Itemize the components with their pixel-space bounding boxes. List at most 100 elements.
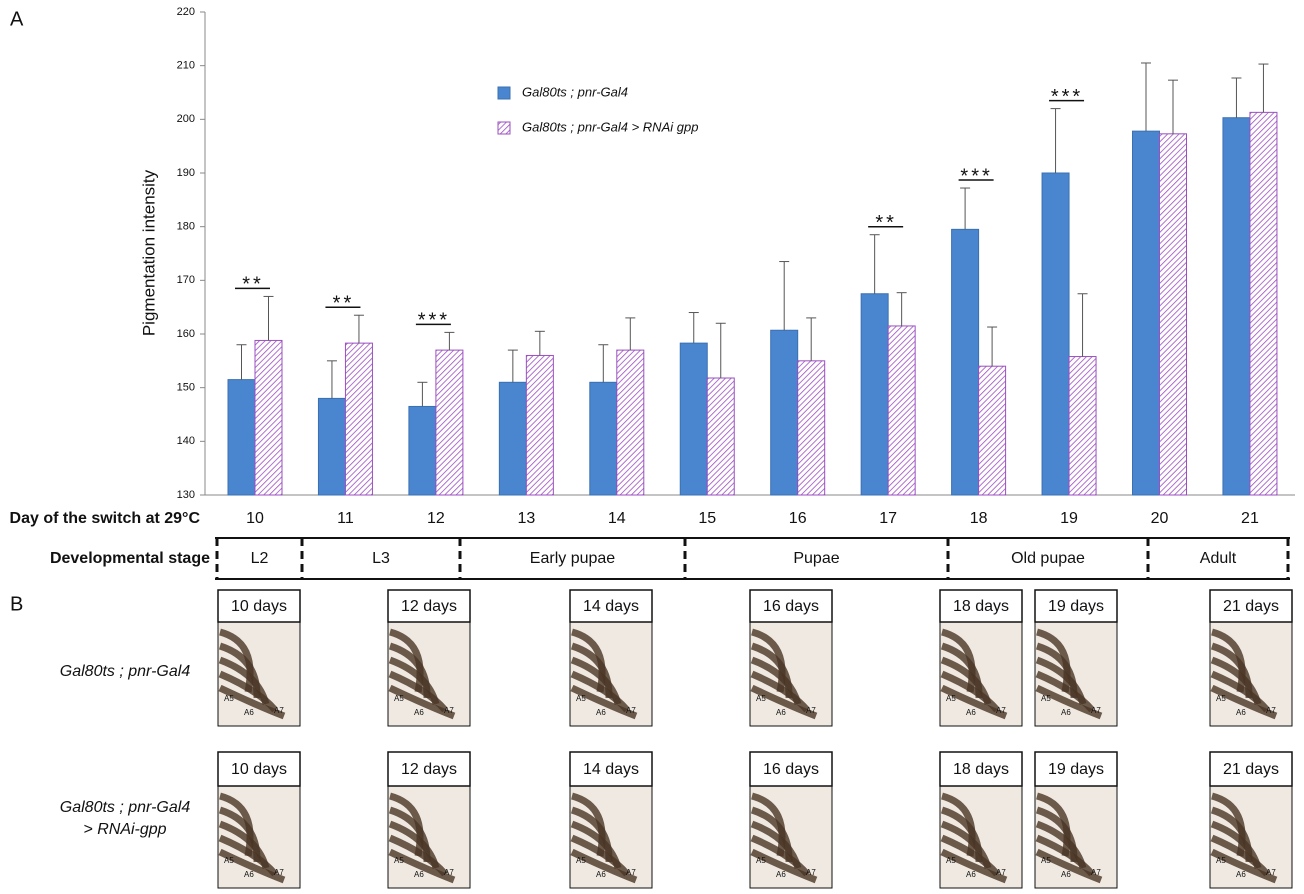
- segment-label: A6: [414, 708, 424, 717]
- image-stripe: [388, 670, 448, 713]
- y-tick-label: 190: [177, 167, 195, 179]
- image-stripe: [1035, 848, 1103, 884]
- image-stripe: [1035, 670, 1095, 713]
- image-stripe: [1035, 684, 1103, 720]
- segment-label: A6: [596, 708, 606, 717]
- bar: [1132, 130, 1160, 496]
- bar: [227, 379, 256, 496]
- x-tick-label: 12: [427, 510, 445, 527]
- image-stripe: [940, 848, 1008, 884]
- segment-label: A5: [946, 856, 956, 865]
- segment-label: A7: [1266, 706, 1276, 715]
- image-stripe: [218, 670, 278, 713]
- segment-label: A6: [414, 870, 424, 879]
- day-box: [939, 751, 1023, 787]
- y-tick-label: 150: [177, 382, 195, 394]
- image-stripe: [570, 792, 606, 857]
- bar: [435, 349, 464, 496]
- bar: [860, 293, 889, 496]
- image-stripe: [218, 792, 254, 857]
- segment-label: A6: [1061, 708, 1071, 717]
- image-stripe: [1210, 684, 1278, 720]
- segment-label: A5: [756, 856, 766, 865]
- image-stripe: [388, 684, 456, 720]
- segment-label: A6: [776, 708, 786, 717]
- day-box: [1209, 589, 1293, 623]
- x-axis-label: Day of the switch at 29°C: [10, 510, 201, 527]
- segment-label: A7: [806, 706, 816, 715]
- x-tick-label: 21: [1241, 510, 1259, 527]
- day-box: [939, 589, 1023, 623]
- image-stripe: [570, 834, 630, 877]
- bar: [1041, 172, 1070, 496]
- segment-label: A7: [626, 868, 636, 877]
- image-stripe: [570, 670, 630, 713]
- y-tick-label: 200: [177, 113, 195, 125]
- image-stripe: [388, 834, 448, 877]
- day-label: 10 days: [231, 598, 287, 615]
- segment-label: A7: [274, 706, 284, 715]
- segment-label: A5: [1041, 694, 1051, 703]
- y-tick-label: 220: [177, 6, 195, 18]
- day-label: 12 days: [401, 598, 457, 615]
- significance-stars: **: [875, 212, 897, 234]
- segment-label: A7: [996, 706, 1006, 715]
- day-label: 18 days: [953, 761, 1009, 778]
- day-label: 12 days: [401, 761, 457, 778]
- segment-label: A5: [1216, 694, 1226, 703]
- bar: [770, 329, 799, 496]
- image-stripe: [750, 684, 818, 720]
- day-label: 19 days: [1048, 598, 1104, 615]
- day-box: [749, 751, 833, 787]
- segment-label: A6: [1061, 870, 1071, 879]
- image-stripe: [218, 834, 278, 877]
- x-tick-label: 18: [970, 510, 988, 527]
- bar: [679, 342, 708, 496]
- bar: [706, 377, 735, 496]
- segment-label: A5: [946, 694, 956, 703]
- image-stripe: [388, 792, 424, 857]
- segment-label: A5: [756, 694, 766, 703]
- panel-label: A: [10, 8, 24, 30]
- day-box: [1209, 751, 1293, 787]
- bar: [797, 360, 826, 496]
- day-label: 14 days: [583, 598, 639, 615]
- legend-swatch: [497, 121, 511, 135]
- segment-label: A6: [776, 870, 786, 879]
- legend-label: Gal80ts ; pnr-Gal4 > RNAi gpp: [522, 119, 698, 134]
- segment-label: A7: [1266, 868, 1276, 877]
- y-tick-label: 130: [177, 489, 195, 501]
- bar: [408, 405, 437, 496]
- segment-label: A5: [1041, 856, 1051, 865]
- segment-label: A7: [1091, 706, 1101, 715]
- y-tick-label: 210: [177, 60, 195, 72]
- bar: [1159, 133, 1187, 496]
- image-stripe: [1035, 792, 1071, 857]
- image-stripe: [218, 848, 286, 884]
- image-stripe: [750, 792, 786, 857]
- x-tick-label: 19: [1060, 510, 1078, 527]
- segment-label: A7: [444, 706, 454, 715]
- bar: [254, 339, 283, 496]
- segment-label: A7: [996, 868, 1006, 877]
- image-stripe: [750, 670, 810, 713]
- stage-name: L3: [372, 550, 390, 567]
- image-stripe: [1210, 848, 1278, 884]
- row-label: Gal80ts ; pnr-Gal4: [60, 799, 191, 816]
- day-box: [217, 751, 301, 787]
- y-tick-label: 140: [177, 435, 195, 447]
- day-box: [217, 589, 301, 623]
- x-tick-label: 20: [1151, 510, 1169, 527]
- x-tick-label: 15: [698, 510, 716, 527]
- stage-name: Pupae: [793, 550, 839, 567]
- bar: [525, 354, 554, 496]
- bar: [589, 381, 618, 496]
- day-box: [749, 589, 833, 623]
- segment-label: A5: [394, 856, 404, 865]
- image-stripe: [750, 628, 786, 693]
- segment-label: A7: [806, 868, 816, 877]
- significance-stars: ***: [1051, 86, 1083, 108]
- image-stripe: [388, 848, 456, 884]
- x-tick-label: 16: [789, 510, 807, 527]
